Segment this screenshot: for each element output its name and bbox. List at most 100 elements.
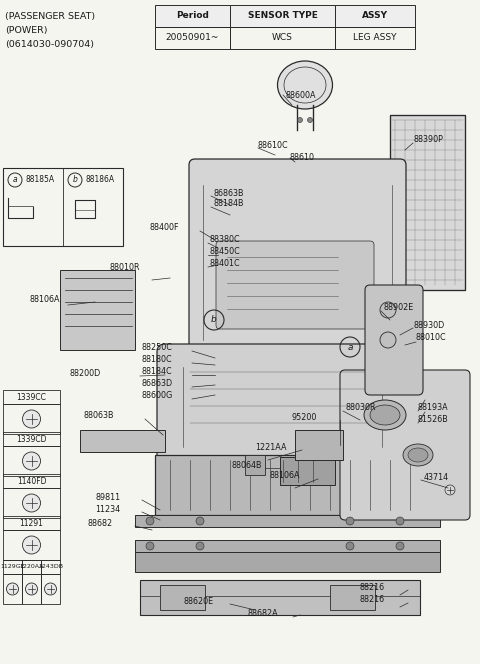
Bar [155, 455, 435, 515]
FancyBboxPatch shape [157, 344, 408, 465]
Bar [80, 430, 165, 452]
Text: 88180C: 88180C [142, 355, 173, 365]
Ellipse shape [370, 405, 400, 425]
Bar [3, 446, 60, 476]
Text: 88106A: 88106A [270, 471, 300, 481]
Bar [3, 474, 60, 488]
Text: 88010R: 88010R [110, 264, 141, 272]
Text: 88250C: 88250C [142, 343, 173, 353]
Bar [135, 552, 440, 572]
Ellipse shape [408, 448, 428, 462]
Text: 88902E: 88902E [383, 303, 413, 313]
Circle shape [23, 452, 40, 470]
FancyBboxPatch shape [189, 159, 406, 366]
Text: 88010C: 88010C [416, 333, 446, 343]
Text: SENSOR TYPE: SENSOR TYPE [248, 11, 317, 21]
Ellipse shape [364, 400, 406, 430]
Bar [60, 270, 135, 350]
Bar [155, 27, 230, 49]
Text: 1243DB: 1243DB [38, 564, 63, 570]
Bar [335, 27, 415, 49]
Circle shape [308, 118, 312, 122]
Bar [3, 488, 60, 518]
Bar [3, 432, 60, 446]
Bar [41, 560, 60, 574]
Bar [160, 585, 205, 610]
Bar [3, 516, 60, 530]
Text: 88682A: 88682A [247, 610, 277, 618]
Text: 88064B: 88064B [232, 461, 263, 469]
Bar [155, 5, 230, 27]
Circle shape [23, 494, 40, 512]
Text: 20050901~: 20050901~ [166, 33, 219, 42]
Text: WCS: WCS [272, 33, 293, 42]
Circle shape [445, 485, 455, 495]
Circle shape [146, 517, 154, 525]
Text: a: a [347, 343, 353, 351]
Circle shape [346, 517, 354, 525]
Text: 88400F: 88400F [150, 224, 180, 232]
Text: 1221AA: 1221AA [255, 442, 287, 452]
Circle shape [196, 542, 204, 550]
Text: 88184C: 88184C [142, 367, 173, 376]
Bar [3, 574, 22, 604]
Bar [135, 515, 440, 527]
Text: 88185A: 88185A [25, 175, 54, 185]
Bar [3, 390, 60, 404]
Text: 88450C: 88450C [210, 248, 241, 256]
Text: 43714: 43714 [424, 473, 449, 481]
Text: 88063B: 88063B [83, 412, 113, 420]
Bar [280, 457, 335, 485]
Circle shape [25, 583, 37, 595]
Text: 1220AA: 1220AA [19, 564, 44, 570]
Text: 89811: 89811 [95, 493, 120, 501]
Text: (POWER): (POWER) [5, 26, 48, 35]
Text: 88216: 88216 [360, 582, 385, 592]
Text: 88216: 88216 [360, 596, 385, 604]
Text: 88380C: 88380C [210, 236, 240, 244]
Bar [22, 560, 41, 574]
Text: 86863B: 86863B [213, 189, 243, 197]
Text: (0614030-090704): (0614030-090704) [5, 40, 94, 49]
Bar [22, 574, 41, 604]
Text: (PASSENGER SEAT): (PASSENGER SEAT) [5, 12, 95, 21]
Text: 88610: 88610 [290, 153, 315, 163]
Text: 88200D: 88200D [70, 369, 101, 378]
Text: 95200: 95200 [292, 412, 317, 422]
Text: 88930D: 88930D [413, 321, 444, 329]
Text: ASSY: ASSY [362, 11, 388, 21]
Text: b: b [211, 315, 217, 325]
Text: 88030R: 88030R [345, 404, 375, 412]
Text: Period: Period [176, 11, 209, 21]
Text: 88401C: 88401C [210, 260, 240, 268]
Bar [245, 455, 265, 475]
Text: LEG ASSY: LEG ASSY [353, 33, 397, 42]
Text: 88193A: 88193A [418, 404, 449, 412]
FancyBboxPatch shape [216, 241, 374, 329]
Text: 11291: 11291 [20, 519, 43, 527]
Text: 1339CD: 1339CD [16, 434, 47, 444]
Circle shape [7, 583, 19, 595]
Bar [390, 115, 465, 290]
Text: 11234: 11234 [95, 505, 120, 513]
Text: 88390P: 88390P [413, 135, 443, 145]
Circle shape [346, 542, 354, 550]
Text: 88600G: 88600G [142, 392, 173, 400]
Bar [335, 5, 415, 27]
Text: 1140FD: 1140FD [17, 477, 46, 485]
Bar [140, 580, 420, 615]
Text: 81526B: 81526B [418, 416, 449, 424]
Text: 88186A: 88186A [85, 175, 114, 185]
Circle shape [380, 302, 396, 318]
Text: b: b [72, 175, 77, 185]
Circle shape [146, 542, 154, 550]
Bar [390, 115, 465, 290]
Bar [230, 27, 335, 49]
Text: 88620E: 88620E [183, 596, 213, 606]
Text: 86863D: 86863D [142, 380, 173, 388]
Text: 88184B: 88184B [213, 199, 243, 208]
Circle shape [298, 118, 302, 122]
Text: 88600A: 88600A [285, 90, 315, 100]
Text: a: a [12, 175, 17, 185]
Bar [295, 430, 343, 460]
